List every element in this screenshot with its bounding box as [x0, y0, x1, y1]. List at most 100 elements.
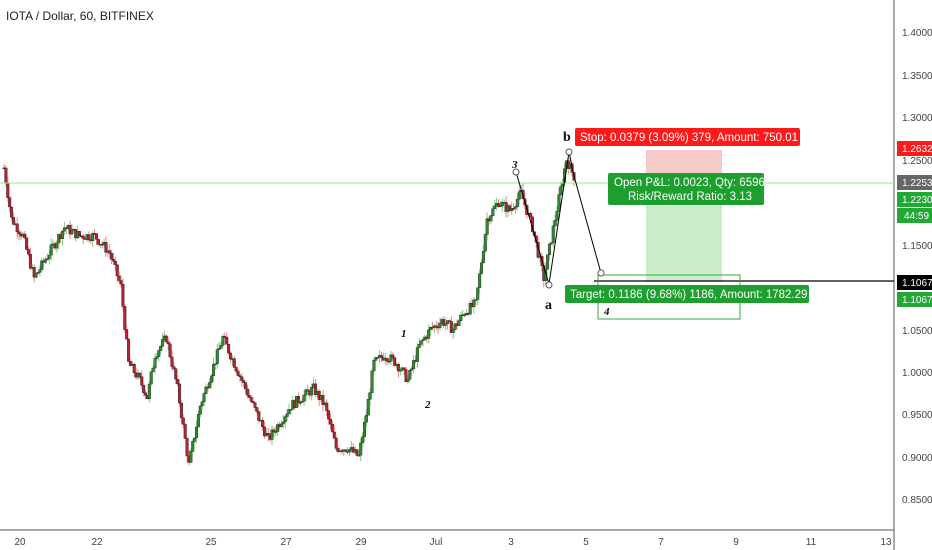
wave-point-b[interactable] [565, 148, 573, 156]
candle-body [196, 414, 200, 428]
candle-body [96, 239, 100, 245]
candle-body [144, 392, 148, 396]
wave-point-3[interactable] [512, 168, 520, 176]
candle-body [332, 431, 336, 439]
price-tags: 1.2632 1.2253 1.2230 44:59 1.1067 1.1067 [897, 141, 932, 307]
candle-body [45, 258, 49, 260]
price-axis[interactable]: 1.4000 1.3500 1.3000 1.2500 1.1500 1.050… [902, 28, 932, 506]
candle-body [549, 242, 553, 245]
candle-body [185, 438, 189, 457]
candle-body [104, 242, 108, 253]
candle-body [489, 215, 493, 222]
candle-body [553, 220, 557, 227]
candle-body [176, 379, 180, 385]
candle-body [81, 235, 85, 239]
candle-body [166, 341, 170, 345]
candle-body [87, 234, 91, 240]
candle-body [49, 244, 53, 256]
candle-body [225, 337, 229, 345]
candle-body [257, 411, 261, 421]
time-tick: 27 [280, 537, 292, 548]
price-tick: 1.1500 [902, 241, 932, 252]
candle-body [255, 407, 259, 412]
price-tag-current [897, 175, 932, 190]
candle-body [412, 360, 416, 369]
target-label-box[interactable] [565, 285, 809, 303]
time-tick: 7 [658, 537, 664, 548]
candle-body [344, 449, 348, 452]
time-axis[interactable]: 20 22 25 27 29 Jul 3 5 7 9 11 13 [14, 537, 892, 548]
candle-body [306, 389, 310, 392]
candle-body [361, 436, 365, 444]
candle-body [240, 376, 244, 381]
candle-body [113, 260, 117, 265]
candle-body [111, 259, 115, 262]
candle-body [11, 216, 15, 225]
candle-body [210, 375, 214, 383]
candle-body [557, 194, 561, 212]
candle-body [172, 366, 176, 369]
candle-body [195, 426, 199, 439]
candle-body [546, 254, 550, 270]
candle-body [498, 205, 502, 207]
candle-body [77, 231, 81, 237]
candle-body [406, 379, 410, 382]
candle-body [330, 424, 334, 433]
chart-plot-area [0, 0, 894, 530]
candle-body [238, 375, 242, 377]
time-tick: 9 [733, 537, 739, 548]
candle-body [236, 370, 240, 376]
candle-body [153, 358, 157, 369]
candle-body [447, 320, 451, 322]
candle-body [117, 275, 121, 281]
candle-body [300, 401, 304, 403]
candle-body [168, 343, 172, 358]
candle-body [221, 336, 225, 346]
candle-body [336, 448, 340, 452]
candle-body [244, 382, 248, 390]
candle-body [364, 414, 368, 423]
chart-title: IOTA / Dollar, 60, BITFINEX [6, 9, 154, 23]
candle-body [325, 402, 329, 411]
open-pl-box[interactable] [608, 173, 764, 205]
candle-body [155, 356, 159, 359]
candle-body [108, 250, 112, 254]
candle-body [362, 421, 366, 437]
stop-label-box[interactable] [575, 128, 800, 146]
candle-body [159, 346, 163, 351]
wave-label-2: 2 [424, 399, 431, 411]
candle-body [179, 402, 183, 419]
candle-body [121, 283, 125, 307]
candle-body [34, 273, 38, 278]
candle-body [559, 186, 563, 195]
candle-body [170, 356, 174, 367]
price-tag-current-text: 1.2253 [902, 178, 932, 189]
candle-body [27, 249, 31, 255]
candle-body [178, 383, 182, 404]
wave-point-a[interactable] [545, 281, 553, 289]
time-tick: 11 [806, 537, 817, 548]
candle-body [217, 348, 221, 350]
candle-body [61, 230, 65, 239]
candle-body [200, 401, 204, 407]
candle-body [283, 416, 287, 423]
candle-body [208, 382, 212, 389]
time-tick: Jul [430, 537, 443, 548]
price-tag-last-text: 1.2230 [902, 195, 932, 206]
candle-body [212, 364, 216, 377]
candle-body [304, 389, 308, 396]
candle-body [32, 267, 36, 278]
candle-body [389, 354, 393, 362]
candle-body [227, 344, 231, 354]
candle-body [483, 234, 487, 252]
candle-body [28, 254, 32, 269]
wave-label-1: 1 [401, 328, 407, 340]
price-tick: 1.0000 [902, 368, 932, 379]
candle-body [359, 442, 363, 456]
candle-body [232, 358, 236, 368]
candle-body [391, 354, 395, 358]
wave-label-a: a [545, 298, 552, 313]
candle-body [40, 260, 44, 270]
wave-point-end[interactable] [597, 269, 605, 277]
